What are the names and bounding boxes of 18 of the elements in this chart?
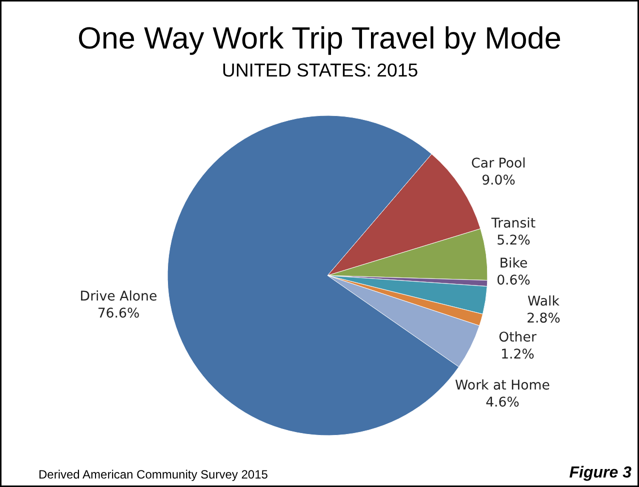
caption: Figure 3 [569,464,632,482]
text: Derived American Community Survey 2015 [38,468,268,482]
data-label: 4.6% [486,396,520,410]
chart-subtitle: UNITED STATES: 2015 [222,60,418,80]
slice-label: Car Pool [471,156,526,172]
data-label: 2.8% [526,312,560,326]
slice-label: Walk [528,294,560,310]
data-label: 9.0% [482,174,516,188]
slice-label: Bike [499,256,528,272]
data-label: 1.2% [500,348,534,362]
data-label: 76.6% [97,306,140,322]
data-label: 0.6% [496,274,530,288]
slice-label: Transit [490,216,536,232]
slice-label: Work at Home [455,378,550,394]
slice-label: Drive Alone [80,290,158,304]
chart-title: One Way Work Trip Travel by Mode [78,22,562,56]
data-label: 5.2% [496,234,530,248]
slice-label: Other [498,330,537,346]
